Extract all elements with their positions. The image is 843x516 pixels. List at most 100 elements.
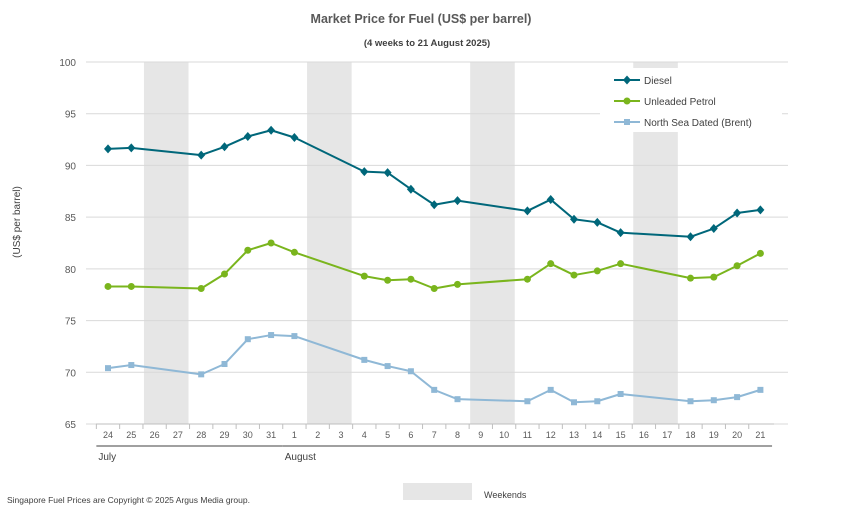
x-tick-label: 11 [523, 430, 532, 440]
x-tick-label: 13 [569, 430, 579, 440]
chart-subtitle: (4 weeks to 21 August 2025) [364, 38, 490, 49]
x-tick-label: 26 [150, 430, 160, 440]
x-tick-label: 6 [408, 430, 413, 440]
square-point [128, 362, 135, 369]
diamond-point [593, 217, 602, 227]
y-tick-label: 85 [65, 213, 77, 224]
x-tick-label: 15 [616, 430, 626, 440]
square-point [547, 386, 554, 393]
square-point [221, 361, 228, 368]
square-point [624, 119, 630, 125]
square-point [291, 333, 298, 340]
diamond-point [290, 133, 299, 143]
square-point [431, 386, 438, 393]
x-tick-label: 20 [732, 430, 742, 440]
diamond-point [686, 232, 695, 242]
diamond-point [267, 125, 276, 135]
circle-point [407, 275, 415, 283]
square-point [757, 386, 764, 393]
legend-entry: Diesel [644, 76, 672, 87]
square-point [594, 398, 601, 405]
diamond-point [733, 208, 742, 218]
circle-point [384, 276, 392, 284]
diamond-point [406, 184, 415, 194]
x-tick-label: 10 [499, 430, 509, 440]
x-tick-label: 2 [315, 430, 320, 440]
circle-point [430, 285, 438, 293]
circle-point [221, 270, 228, 278]
circle-point [547, 260, 555, 268]
circle-point [523, 275, 531, 283]
x-tick-label: 24 [103, 430, 113, 440]
weekend-band [470, 62, 515, 424]
square-point [384, 363, 391, 370]
square-point [687, 398, 694, 405]
y-tick-label: 65 [65, 420, 77, 431]
weekend-legend-swatch [403, 483, 472, 500]
square-point [454, 396, 461, 403]
x-tick-label: 27 [173, 430, 183, 440]
diamond-point [570, 214, 578, 224]
x-tick-label: 19 [709, 430, 719, 440]
circle-point [710, 273, 718, 281]
x-tick-label: 5 [385, 430, 390, 440]
circle-point [570, 271, 578, 279]
diamond-point [623, 75, 631, 85]
circle-point [104, 282, 112, 290]
circle-point [687, 274, 694, 282]
y-tick-label: 75 [65, 317, 77, 328]
circle-point [617, 260, 625, 268]
weekend-band [307, 62, 352, 424]
square-point [524, 398, 531, 405]
y-tick-label: 100 [59, 58, 76, 69]
chart-title: Market Price for Fuel (US$ per barrel) [311, 12, 532, 26]
y-tick-label: 80 [65, 265, 77, 276]
circle-point [593, 267, 601, 275]
x-tick-label: 29 [219, 430, 229, 440]
series-unleaded-petrol [104, 239, 764, 293]
diamond-point [220, 142, 229, 152]
x-tick-label: 18 [685, 430, 695, 440]
circle-point [360, 272, 368, 280]
y-tick-label: 90 [65, 161, 77, 172]
square-point [617, 391, 624, 398]
diamond-point [523, 206, 532, 216]
diamond-point [756, 205, 765, 215]
weekend-band [143, 62, 189, 424]
circle-point [756, 249, 764, 257]
x-tick-label: 31 [266, 430, 276, 440]
square-point [407, 368, 414, 375]
x-tick-label: 21 [755, 430, 765, 440]
diamond-point [127, 143, 136, 153]
square-point [105, 365, 111, 372]
square-point [734, 394, 741, 401]
y-axis-ticks: 65 70 75 80 85 90 95 100 [59, 58, 76, 431]
series-layer [104, 125, 765, 406]
y-axis-label: (US$ per barrel) [12, 186, 23, 258]
series-north-sea-dated-brent [105, 332, 764, 406]
diamond-point [383, 168, 392, 178]
circle-point [623, 97, 631, 105]
diamond-point [453, 196, 462, 206]
y-tick-label: 95 [65, 110, 77, 121]
circle-point [197, 285, 205, 293]
diamond-point [709, 224, 718, 234]
circle-point [290, 248, 298, 256]
square-point [198, 371, 205, 378]
circle-point [267, 239, 275, 247]
month-label: July [98, 452, 116, 463]
x-tick-label: 7 [432, 430, 437, 440]
square-point [268, 332, 275, 339]
x-tick-label: 4 [362, 430, 367, 440]
diamond-point [360, 167, 369, 177]
square-point [710, 397, 717, 404]
diamond-point [243, 131, 252, 141]
legend-entry: Unleaded Petrol [644, 97, 716, 108]
legend-entry: North Sea Dated (Brent) [644, 118, 752, 129]
square-point [571, 399, 577, 406]
x-tick-label: 17 [662, 430, 672, 440]
legend: Diesel Unleaded Petrol North Sea Dated (Br… [600, 68, 782, 132]
diamond-point [197, 150, 206, 160]
series-diesel [104, 125, 765, 242]
